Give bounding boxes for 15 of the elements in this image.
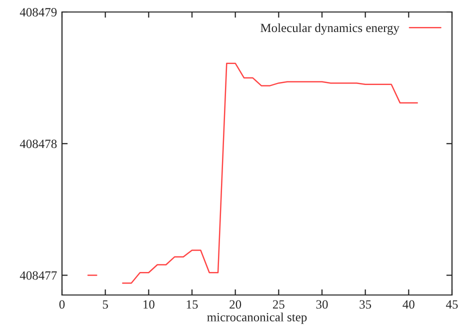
x-tick-label: 20 — [230, 300, 242, 309]
x-tick-label: 15 — [186, 300, 198, 309]
x-tick-label: 40 — [402, 300, 414, 309]
y-tick-label: 408477 — [20, 271, 57, 280]
x-tick-label: 5 — [102, 300, 108, 309]
y-tick-label: 408478 — [20, 140, 57, 148]
y-tick-label: 408479 — [20, 8, 57, 16]
legend-label: Molecular dynamics energy — [260, 23, 400, 35]
x-tick-label: 45 — [446, 300, 458, 309]
x-tick-label: 10 — [144, 300, 154, 309]
x-tick-label: 35 — [360, 300, 372, 309]
x-axis-title: microcanonical step — [207, 312, 307, 324]
x-tick-label: 25 — [272, 300, 284, 309]
x-tick-label: 0 — [59, 300, 65, 309]
x-tick-label: 30 — [316, 300, 328, 309]
